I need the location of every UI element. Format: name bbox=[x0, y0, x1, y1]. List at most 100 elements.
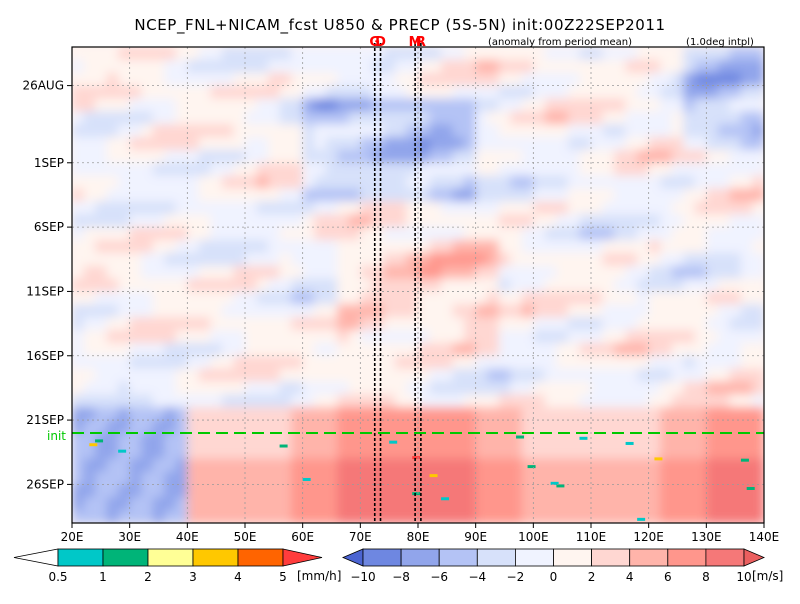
anomaly-cell bbox=[533, 265, 546, 280]
anomaly-cell bbox=[694, 72, 707, 87]
anomaly-cell bbox=[337, 445, 350, 460]
anomaly-cell bbox=[498, 381, 511, 395]
anomaly-cell bbox=[660, 252, 673, 267]
anomaly-cell bbox=[706, 394, 719, 408]
anomaly-cell bbox=[371, 394, 384, 408]
anomaly-cell bbox=[337, 188, 350, 202]
precip-colorbar-box bbox=[192, 548, 239, 567]
anomaly-cell bbox=[106, 317, 119, 331]
anomaly-cell bbox=[129, 214, 142, 228]
anomaly-cell bbox=[625, 124, 638, 138]
anomaly-cell bbox=[221, 432, 234, 447]
anomaly-cell bbox=[129, 175, 142, 190]
anomaly-cell bbox=[706, 510, 719, 523]
anomaly-cell bbox=[602, 497, 615, 511]
anomaly-cell bbox=[360, 252, 373, 267]
anomaly-cell bbox=[83, 420, 96, 434]
anomaly-cell bbox=[187, 291, 200, 305]
anomaly-cell bbox=[729, 278, 742, 292]
anomaly-cell bbox=[337, 201, 350, 215]
anomaly-cell bbox=[475, 98, 488, 112]
anomaly-cell bbox=[106, 304, 119, 318]
anomaly-cell bbox=[637, 162, 650, 177]
anomaly-cell bbox=[683, 111, 696, 125]
anomaly-cell bbox=[83, 330, 96, 344]
anomaly-cell bbox=[291, 175, 304, 190]
anomaly-cell bbox=[337, 432, 350, 447]
anomaly-cell bbox=[72, 304, 85, 318]
anomaly-cell bbox=[383, 98, 396, 112]
anomaly-cell bbox=[302, 304, 315, 318]
y-tick-label: 11SEP bbox=[26, 284, 64, 298]
anomaly-cell bbox=[717, 471, 730, 485]
anomaly-cell bbox=[660, 149, 673, 164]
anomaly-cell bbox=[637, 72, 650, 87]
wind-colorbar-label: −4 bbox=[468, 570, 486, 584]
anomaly-cell bbox=[637, 227, 650, 241]
anomaly-cell bbox=[256, 124, 269, 138]
anomaly-cell bbox=[729, 497, 742, 511]
anomaly-cell bbox=[221, 239, 234, 254]
anomaly-cell bbox=[660, 214, 673, 228]
anomaly-cell bbox=[221, 458, 234, 473]
anomaly-cell bbox=[498, 47, 511, 61]
anomaly-cell bbox=[348, 355, 361, 370]
anomaly-cell bbox=[383, 239, 396, 254]
anomaly-cell bbox=[394, 471, 407, 485]
anomaly-cell bbox=[671, 188, 684, 202]
anomaly-cell bbox=[348, 304, 361, 318]
anomaly-cell bbox=[360, 317, 373, 331]
anomaly-cell bbox=[602, 227, 615, 241]
anomaly-cell bbox=[256, 304, 269, 318]
anomaly-cell bbox=[475, 368, 488, 382]
anomaly-cell bbox=[671, 355, 684, 370]
anomaly-cell bbox=[706, 227, 719, 241]
anomaly-cell bbox=[187, 201, 200, 215]
precip-mark bbox=[412, 492, 421, 496]
anomaly-cell bbox=[245, 330, 258, 344]
anomaly-cell bbox=[371, 265, 384, 280]
anomaly-cell bbox=[660, 278, 673, 292]
precip-colorbar-box bbox=[102, 548, 149, 567]
anomaly-cell bbox=[106, 445, 119, 460]
anomaly-cell bbox=[279, 85, 292, 99]
anomaly-cell bbox=[291, 445, 304, 460]
anomaly-cell bbox=[510, 420, 523, 434]
anomaly-cell bbox=[544, 484, 557, 498]
anomaly-cell bbox=[740, 265, 753, 280]
anomaly-cell bbox=[729, 510, 742, 523]
anomaly-cell bbox=[83, 111, 96, 125]
anomaly-cell bbox=[406, 355, 419, 370]
anomaly-cell bbox=[383, 355, 396, 370]
anomaly-cell bbox=[614, 304, 627, 318]
anomaly-cell bbox=[533, 252, 546, 267]
anomaly-cell bbox=[383, 227, 396, 241]
anomaly-cell bbox=[129, 432, 142, 447]
anomaly-cell bbox=[187, 214, 200, 228]
precip-mark bbox=[389, 440, 398, 444]
anomaly-cell bbox=[256, 252, 269, 267]
anomaly-cell bbox=[198, 239, 211, 254]
anomaly-cell bbox=[475, 407, 488, 421]
anomaly-cell bbox=[671, 265, 684, 280]
anomaly-cell bbox=[360, 265, 373, 280]
anomaly-cell bbox=[706, 137, 719, 151]
anomaly-cell bbox=[118, 497, 131, 511]
anomaly-cell bbox=[683, 368, 696, 382]
anomaly-cell bbox=[625, 317, 638, 331]
anomaly-cell bbox=[245, 445, 258, 460]
anomaly-cell bbox=[406, 162, 419, 177]
anomaly-cell bbox=[291, 188, 304, 202]
anomaly-cell bbox=[556, 291, 569, 305]
anomaly-cell bbox=[521, 111, 534, 125]
anomaly-cell bbox=[164, 420, 177, 434]
anomaly-cell bbox=[175, 355, 188, 370]
anomaly-cell bbox=[129, 124, 142, 138]
anomaly-cell bbox=[614, 342, 627, 357]
anomaly-cell bbox=[325, 355, 338, 370]
anomaly-cell bbox=[314, 304, 327, 318]
y-tick-label: 6SEP bbox=[34, 220, 64, 234]
anomaly-cell bbox=[95, 445, 108, 460]
anomaly-cell bbox=[394, 432, 407, 447]
anomaly-cell bbox=[95, 188, 108, 202]
